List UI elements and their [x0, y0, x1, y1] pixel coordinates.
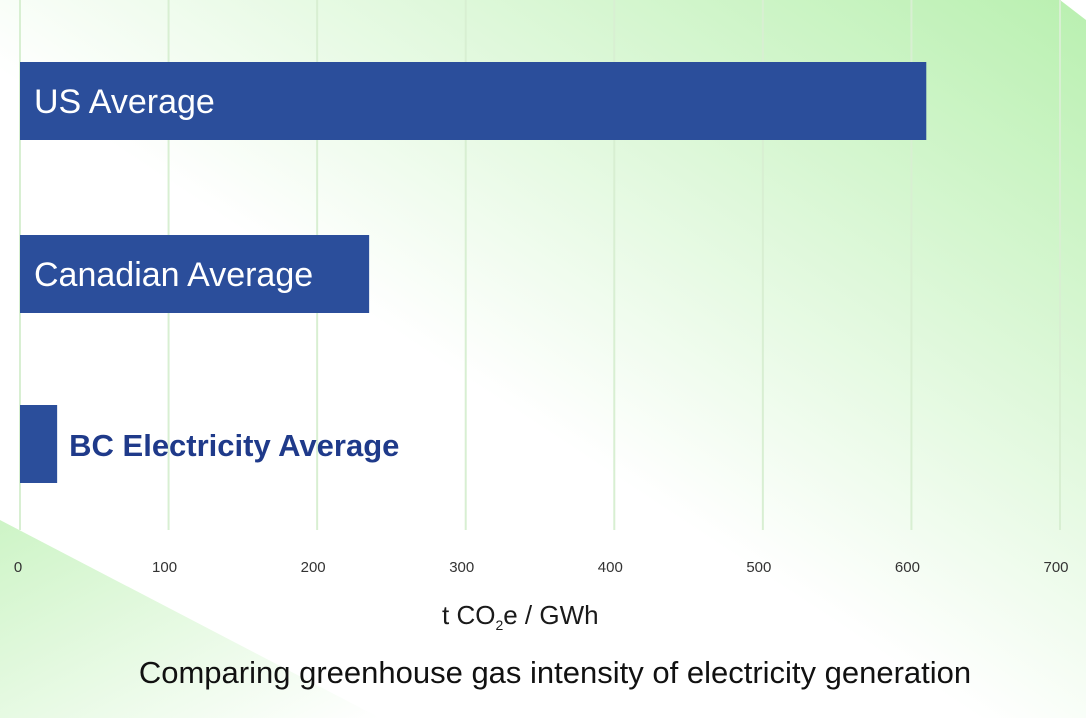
bar-label: BC Electricity Average	[69, 428, 399, 463]
x-axis-label-main: t CO	[442, 600, 496, 630]
x-tick-label: 400	[598, 559, 623, 576]
x-tick-label: 0	[14, 559, 22, 576]
x-axis-label-subscript: 2	[495, 617, 504, 634]
bar	[20, 405, 58, 483]
bar	[20, 235, 370, 313]
x-tick-label: 500	[746, 559, 771, 576]
ticks-layer: 0 100 200 300 400 500 600 700	[14, 559, 1069, 576]
bar	[20, 62, 927, 140]
x-tick-label: 300	[449, 559, 474, 576]
x-tick-label: 700	[1043, 559, 1068, 576]
x-tick-label: 100	[152, 559, 177, 576]
bars-layer: US Average Canadian Average BC Electricity…	[20, 62, 927, 483]
chart-caption: Comparing greenhouse gas intensity of el…	[138, 655, 972, 690]
x-axis-label-tail: e / GWh	[503, 600, 599, 630]
bar-label: US Average	[34, 83, 215, 121]
bar-label: Canadian Average	[34, 256, 313, 294]
x-tick-label: 600	[895, 559, 920, 576]
background-panel-left	[0, 520, 380, 718]
x-tick-label: 200	[301, 559, 326, 576]
